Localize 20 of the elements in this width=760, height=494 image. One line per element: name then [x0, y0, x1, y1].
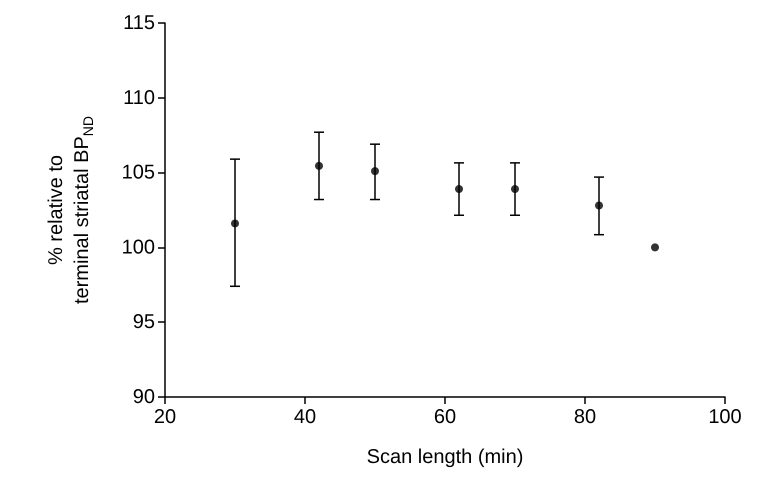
point	[651, 243, 659, 252]
point	[511, 185, 519, 194]
y-tick-label: 95	[132, 311, 155, 334]
point	[231, 219, 239, 228]
y-tick-label: 100	[122, 236, 155, 258]
point	[595, 202, 603, 210]
point	[315, 162, 323, 170]
y-axis-title: % relative to terminal striatal BPND	[45, 116, 96, 304]
x-tick-label: 80	[574, 406, 596, 428]
x-tick-label: 100	[708, 406, 742, 428]
y-tick-label: 110	[123, 86, 155, 109]
x-tick-label: 60	[434, 406, 456, 428]
x-tick-label: 20	[154, 406, 176, 428]
point	[455, 185, 463, 194]
y-tick-label: 90	[132, 386, 155, 408]
x-axis-title: Scan length (min)	[366, 446, 524, 468]
y-tick-label: 105	[122, 162, 155, 184]
y-tick-label: 115	[123, 12, 155, 34]
x-tick-label: 40	[294, 406, 316, 428]
point	[371, 167, 379, 176]
